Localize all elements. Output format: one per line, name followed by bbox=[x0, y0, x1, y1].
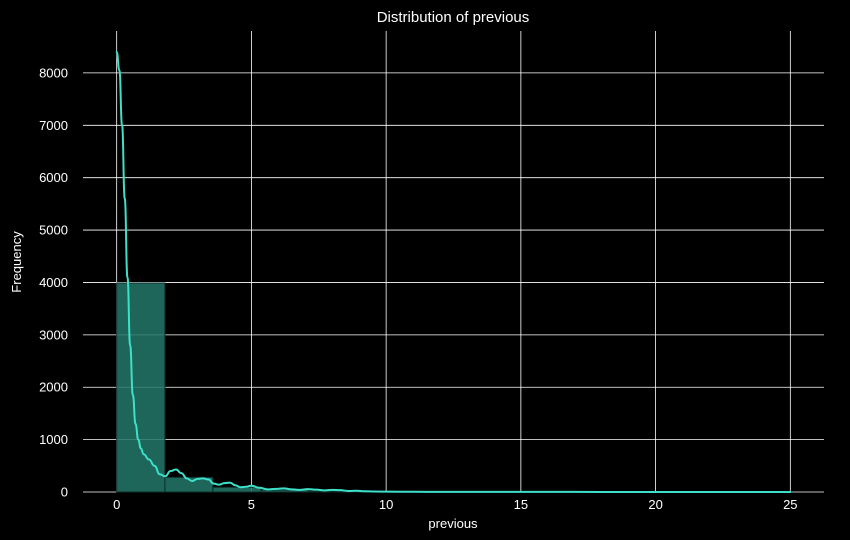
histogram-bar bbox=[164, 476, 214, 493]
y-tick-label: 3000 bbox=[39, 327, 68, 342]
y-tick-label: 4000 bbox=[39, 275, 68, 290]
kde-line bbox=[115, 50, 792, 493]
histogram-bar bbox=[116, 282, 166, 493]
x-tick-label: 10 bbox=[379, 497, 393, 512]
x-tick-label: 25 bbox=[783, 497, 797, 512]
kde-curve-layer bbox=[115, 50, 792, 493]
y-tick-label: 8000 bbox=[39, 65, 68, 80]
x-tick-label: 20 bbox=[648, 497, 662, 512]
tick-labels: 0 5 10 15 20 25 0 1000 2000 3000 4000 5000 6000 7000 8… bbox=[39, 65, 797, 512]
x-tick-label: 5 bbox=[248, 497, 255, 512]
histogram-bar bbox=[212, 486, 262, 493]
y-tick-label: 1000 bbox=[39, 432, 68, 447]
y-tick-label: 0 bbox=[61, 485, 68, 500]
grid-lines bbox=[83, 31, 824, 493]
x-axis-label: previous bbox=[428, 516, 478, 531]
x-tick-label: 15 bbox=[514, 497, 528, 512]
chart-title: Distribution of previous bbox=[377, 9, 530, 26]
x-tick-label: 0 bbox=[113, 497, 120, 512]
y-axis-label: Frequency bbox=[9, 231, 24, 293]
y-tick-label: 5000 bbox=[39, 223, 68, 238]
histogram-bars bbox=[116, 282, 791, 493]
y-tick-label: 7000 bbox=[39, 118, 68, 133]
y-tick-label: 2000 bbox=[39, 380, 68, 395]
y-tick-label: 6000 bbox=[39, 170, 68, 185]
